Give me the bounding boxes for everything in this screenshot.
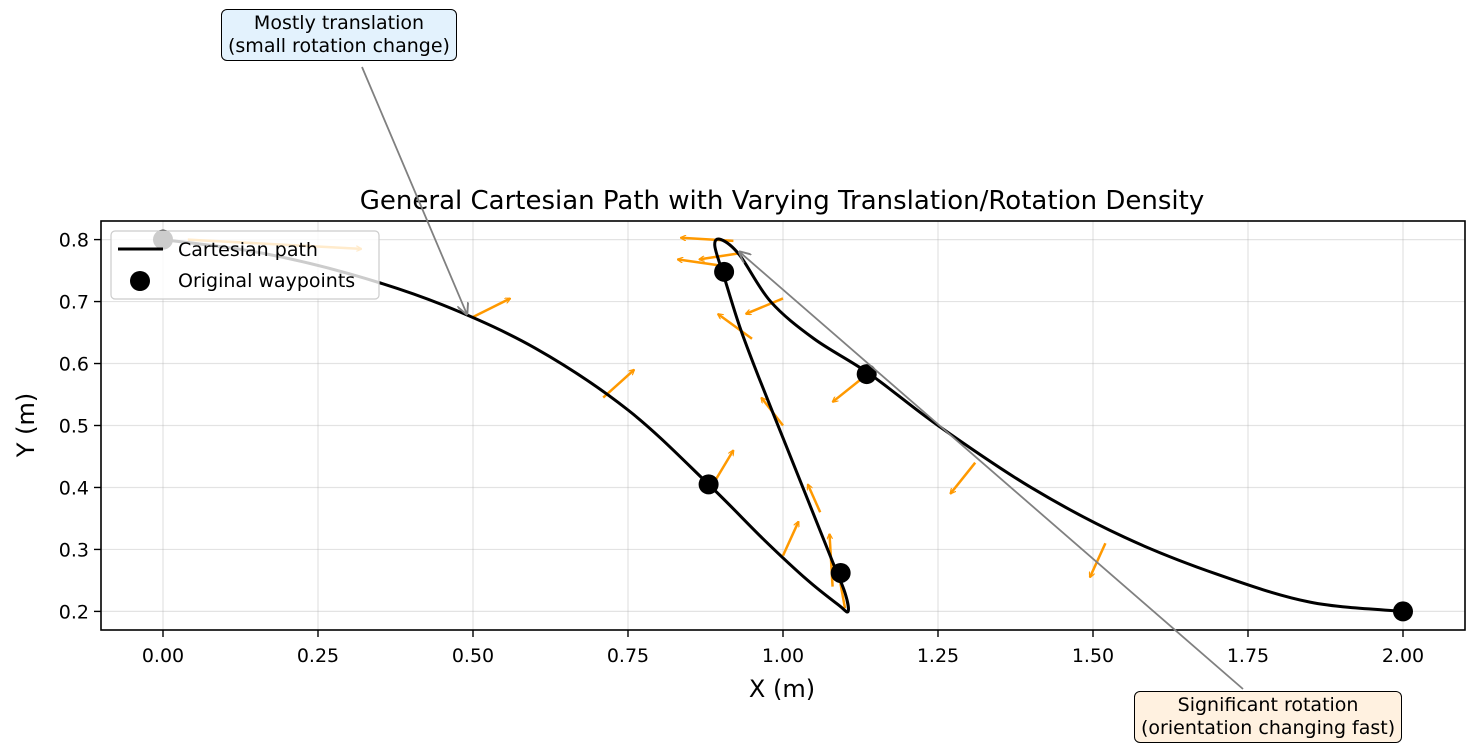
x-tick-label: 1.25	[917, 645, 959, 667]
annotation-connector-translation	[361, 66, 467, 314]
orientation-arrow	[808, 484, 822, 513]
orientation-arrow	[950, 461, 977, 494]
waypoint-marker	[1393, 601, 1413, 622]
orientation-arrow	[833, 376, 865, 402]
cartesian-path-line	[162, 237, 1404, 614]
legend: Cartesian path Original waypoints	[110, 230, 380, 300]
orientation-arrow	[678, 259, 722, 267]
annotation-rotation: Significant rotation (orientation changi…	[1134, 691, 1403, 743]
x-tick-label: 1.00	[762, 645, 804, 667]
chart-title: General Cartesian Path with Varying Tran…	[360, 186, 1204, 216]
y-axis-label: Y (m)	[12, 393, 40, 458]
y-tick-label: 0.8	[59, 230, 89, 252]
orientation-arrow	[602, 370, 634, 399]
x-tick-label: 1.50	[1072, 645, 1114, 667]
legend-label-path: Cartesian path	[178, 239, 318, 261]
waypoint-marker	[714, 261, 735, 282]
orientation-arrow	[746, 297, 784, 313]
orientation-arrow	[1088, 542, 1107, 577]
legend-box	[110, 230, 380, 300]
x-tick-label: 2.00	[1382, 645, 1424, 667]
x-tick-label: 0.00	[142, 645, 184, 667]
y-tick-label: 0.4	[59, 477, 89, 499]
waypoint-marker	[856, 364, 877, 385]
y-tick-label: 0.2	[59, 601, 89, 623]
annotation-translation: Mostly translation (small rotation chang…	[221, 9, 457, 61]
orientation-arrow	[781, 522, 800, 557]
y-axis-ticks: 0.2 0.3 0.4 0.5 0.6 0.7 0.8	[59, 230, 101, 623]
orientation-arrow	[713, 450, 735, 482]
legend-label-waypoints: Original waypoints	[178, 270, 355, 292]
x-tick-label: 1.75	[1227, 645, 1269, 667]
annotation-connector-rotation	[740, 252, 1244, 690]
annotation-arrows	[361, 66, 1244, 690]
orientation-arrow	[699, 251, 740, 259]
x-tick-label: 0.25	[297, 645, 339, 667]
y-tick-label: 0.3	[59, 539, 89, 561]
waypoint-marker	[698, 474, 719, 495]
axes-frame	[100, 220, 1466, 631]
y-tick-label: 0.5	[59, 416, 89, 438]
x-axis-label: X (m)	[749, 675, 815, 703]
y-tick-label: 0.6	[59, 354, 89, 376]
x-tick-label: 0.75	[607, 645, 649, 667]
x-tick-label: 0.50	[452, 645, 494, 667]
x-axis-ticks: 0.00 0.25 0.50 0.75 1.00 1.25 1.50 1.75 2.00	[142, 630, 1424, 667]
orientation-arrow	[718, 314, 753, 340]
legend-marker-swatch	[130, 271, 150, 291]
orientation-arrow	[472, 297, 510, 319]
y-tick-label: 0.7	[59, 292, 89, 314]
waypoint-marker	[830, 562, 851, 583]
